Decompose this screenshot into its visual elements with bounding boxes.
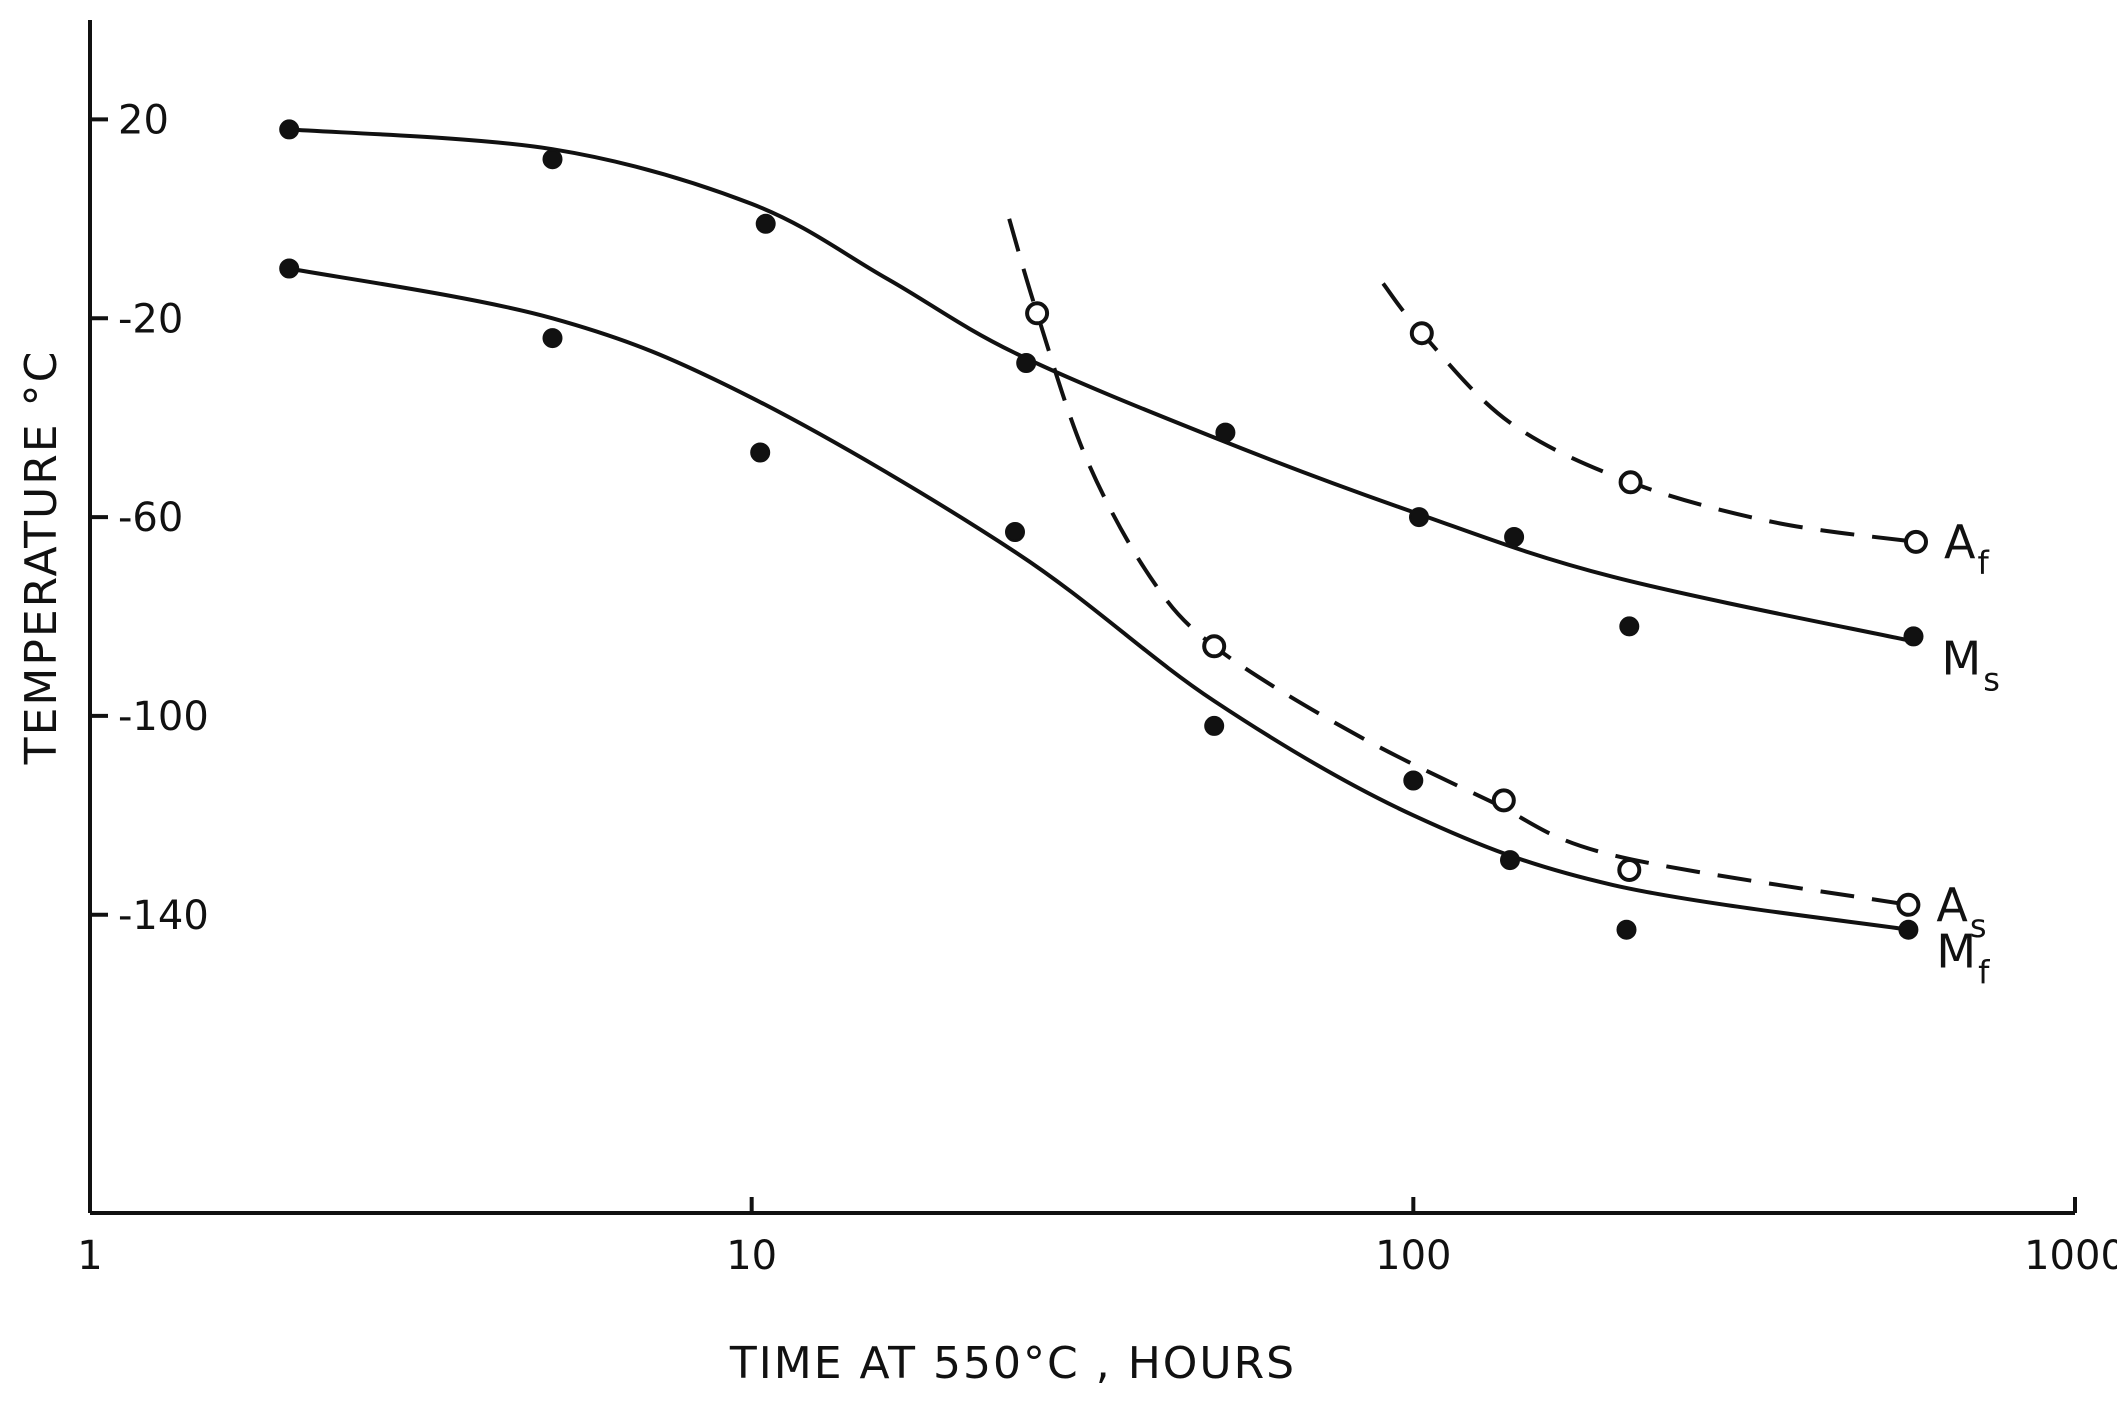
point-mf <box>750 442 771 463</box>
point-ms <box>279 119 300 140</box>
curve-mf <box>288 266 1909 932</box>
series-label-ms: Ms <box>1942 631 2000 698</box>
point-mf <box>1500 850 1520 871</box>
x-axis-title: TIME AT 550°C , HOURS <box>729 1338 1296 1389</box>
curve-as <box>1007 218 1909 907</box>
y-tick-label: -100 <box>118 694 209 740</box>
point-as <box>1896 892 1921 917</box>
point-af <box>1618 470 1643 495</box>
point-ms <box>542 149 563 170</box>
point-ms <box>1903 626 1924 647</box>
point-mf <box>1204 715 1225 736</box>
point-mf <box>542 328 563 349</box>
curve-ms <box>289 127 1914 644</box>
fitted-curves <box>288 127 1917 932</box>
y-axis-title: TEMPERATURE °C <box>16 350 67 766</box>
point-as <box>1202 634 1227 659</box>
ticks: 1 10 100 1000 20 -20 -60 -100 -140 <box>77 97 2117 1279</box>
point-mf <box>279 258 300 279</box>
point-mf <box>1616 919 1637 940</box>
axes <box>88 20 2075 1215</box>
point-ms <box>1619 616 1640 637</box>
x-tick-label: 10 <box>726 1233 777 1279</box>
x-tick-label: 1000 <box>2024 1233 2117 1279</box>
point-mf <box>1005 522 1025 542</box>
x-tick-label: 100 <box>1375 1233 1451 1279</box>
point-af <box>1904 529 1928 554</box>
point-ms <box>1215 422 1236 443</box>
y-tick-label: 20 <box>118 97 169 143</box>
point-ms <box>1504 527 1525 547</box>
point-ms <box>1016 353 1037 373</box>
point-mf <box>1898 919 1919 940</box>
point-as <box>1025 301 1050 326</box>
x-tick-label: 1 <box>77 1233 102 1279</box>
point-mf <box>1403 770 1424 791</box>
point-ms <box>1409 507 1429 528</box>
y-tick-label: -140 <box>118 893 209 939</box>
series-label-af: Af <box>1944 515 1989 582</box>
point-as <box>1491 788 1516 813</box>
curve-af <box>1381 282 1917 544</box>
point-as <box>1617 858 1642 882</box>
data-points <box>279 119 1928 940</box>
y-tick-label: -60 <box>118 495 183 541</box>
y-tick-label: -20 <box>118 296 183 342</box>
point-ms <box>755 213 776 234</box>
point-af <box>1409 321 1434 346</box>
